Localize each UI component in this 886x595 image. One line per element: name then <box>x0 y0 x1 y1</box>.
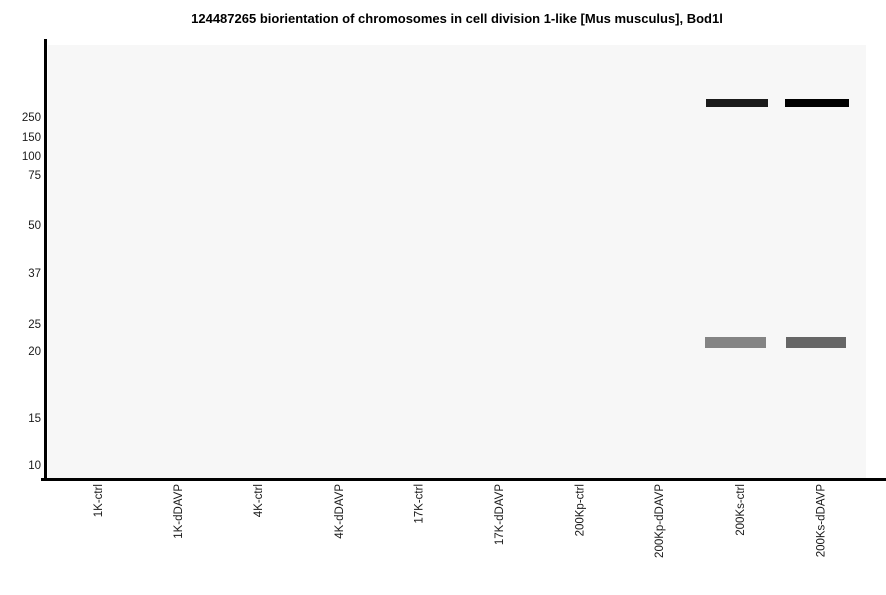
y-tick-label-150: 150 <box>21 132 41 144</box>
y-tick-label-20: 20 <box>28 346 41 358</box>
x-tick-label-lane-1: 1K-ctrl <box>93 484 105 518</box>
y-tick-label-25: 25 <box>28 319 41 331</box>
y-tick-label-100: 100 <box>21 151 41 163</box>
y-tick-label-75: 75 <box>28 170 41 182</box>
y-tick-label-10: 10 <box>28 460 41 472</box>
x-tick-label-lane-10: 200Ks-dDAVP <box>815 484 827 558</box>
chart-title: 124487265 biorientation of chromosomes i… <box>191 11 723 26</box>
x-tick-label-lane-2: 1K-dDAVP <box>173 484 185 539</box>
band-high-mw-200Ks-ctrl <box>706 99 768 107</box>
x-tick-label-lane-9: 200Ks-ctrl <box>735 484 747 536</box>
y-tick-label-50: 50 <box>28 220 41 232</box>
y-tick-label-15: 15 <box>28 413 41 425</box>
x-tick-label-lane-6: 17K-dDAVP <box>494 484 506 546</box>
x-tick-label-lane-7: 200Kp-ctrl <box>574 484 586 537</box>
band-low-mw-200Ks-dDAVP <box>786 337 846 348</box>
band-high-mw-200Ks-dDAVP <box>785 99 849 107</box>
y-tick-label-250: 250 <box>21 112 41 124</box>
plot-area <box>48 45 866 478</box>
x-tick-label-lane-8: 200Kp-dDAVP <box>654 484 666 558</box>
x-tick-label-lane-4: 4K-dDAVP <box>334 484 346 539</box>
x-tick-label-lane-5: 17K-ctrl <box>414 484 426 524</box>
y-tick-label-37: 37 <box>28 268 41 280</box>
band-low-mw-200Ks-ctrl <box>705 337 766 348</box>
y-axis-line <box>44 39 47 481</box>
x-axis-line <box>41 478 886 481</box>
x-tick-label-lane-3: 4K-ctrl <box>253 484 265 518</box>
